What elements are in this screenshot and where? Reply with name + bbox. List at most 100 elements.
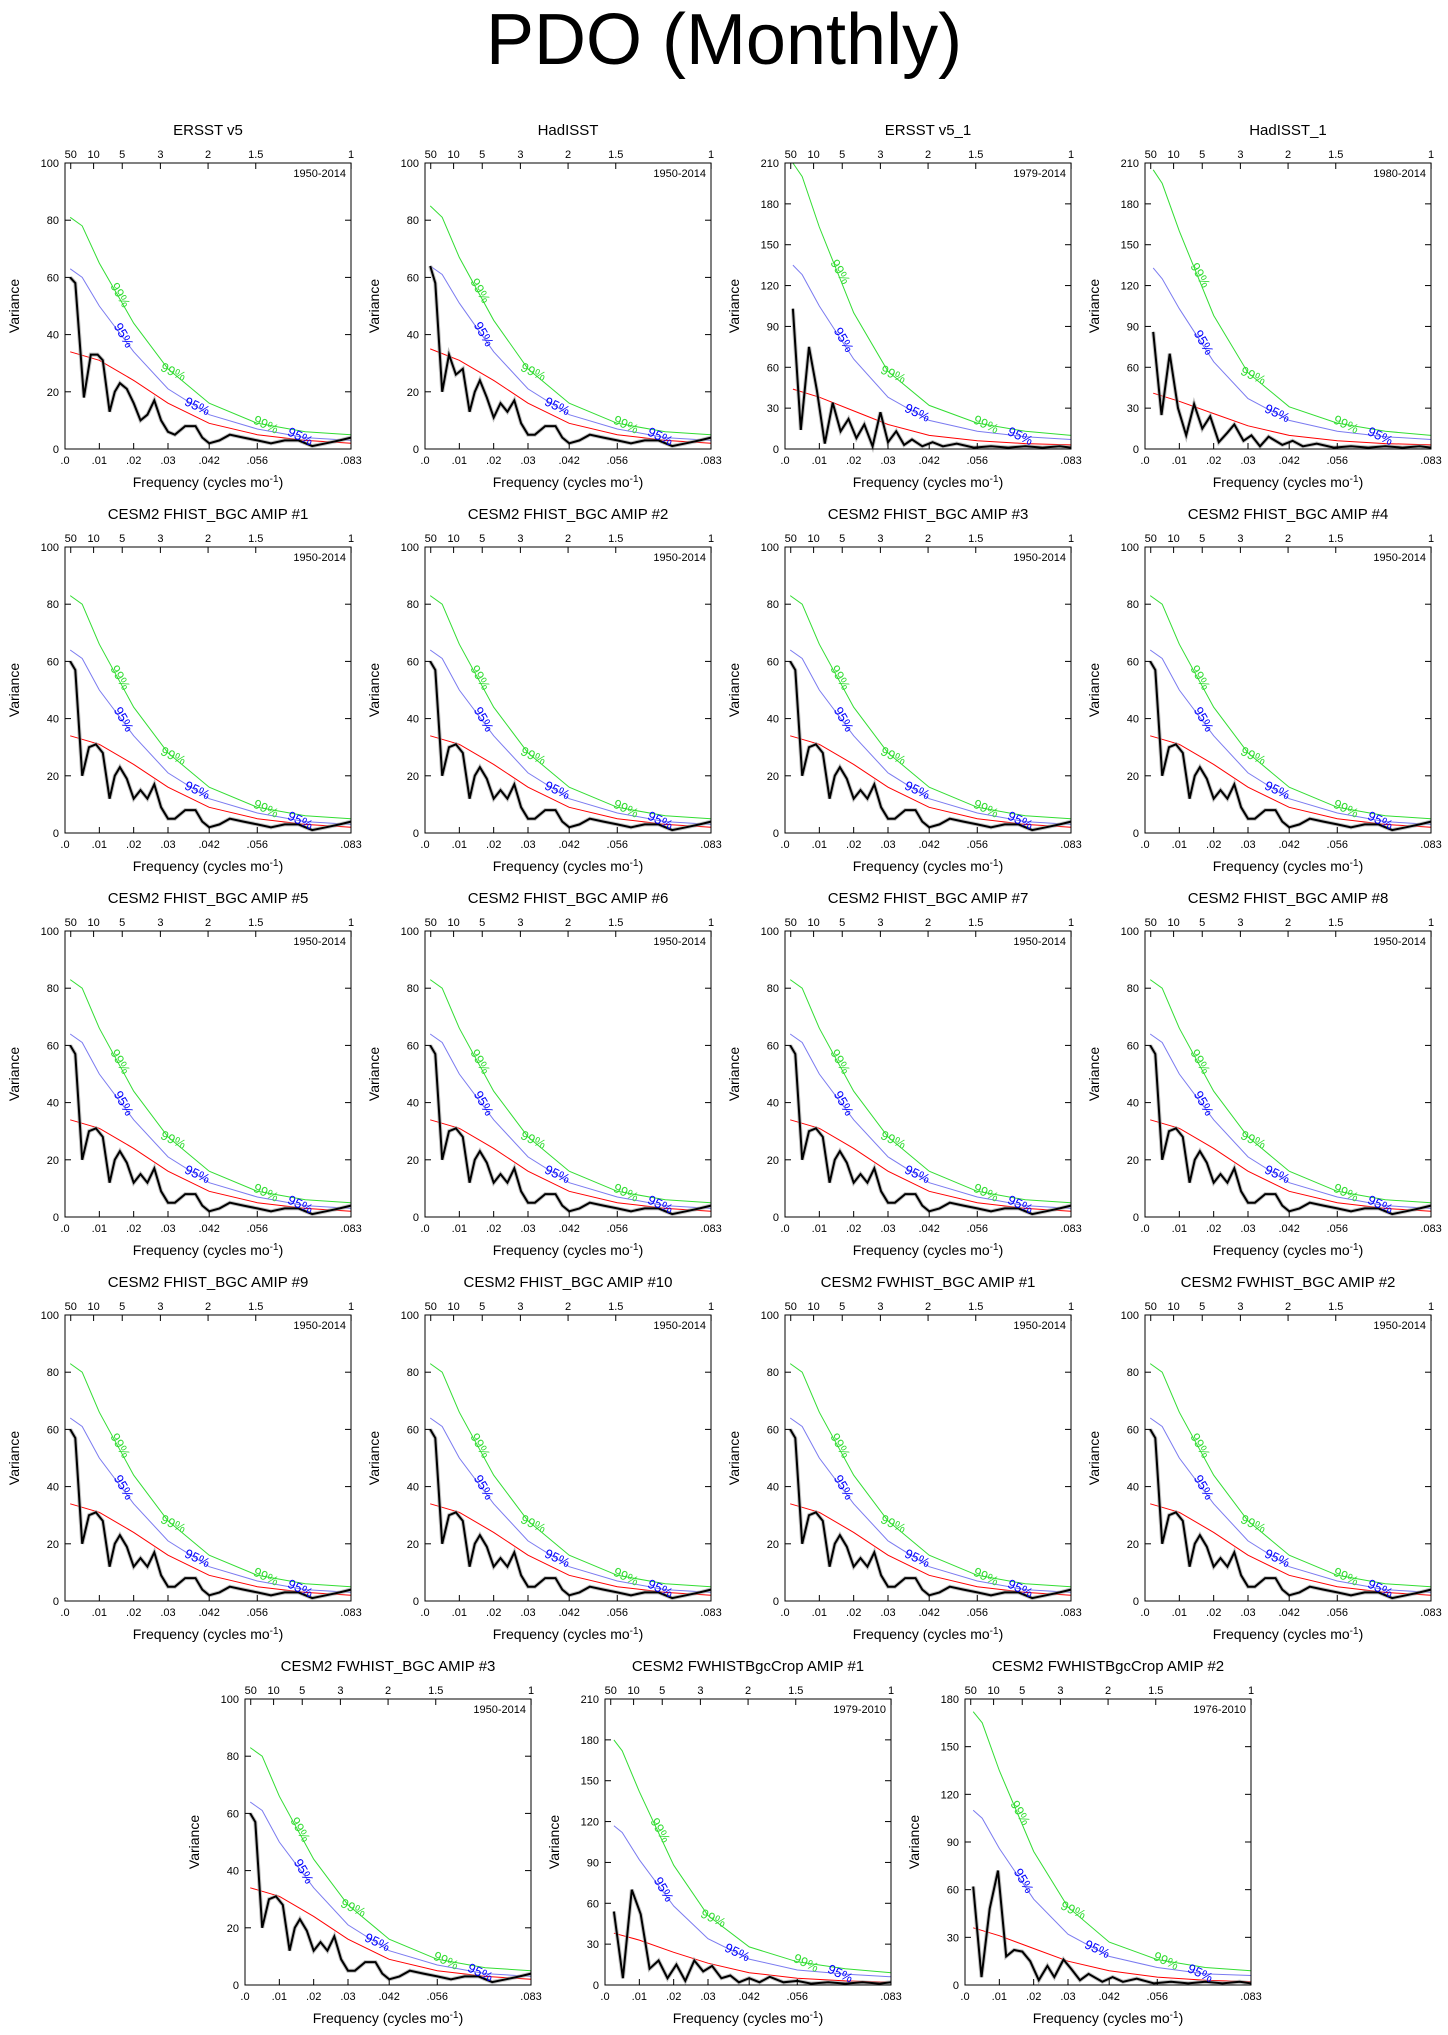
- ci95-line: [792, 264, 1072, 440]
- x-tick-label: .083: [700, 1223, 721, 1235]
- ci99-line: [789, 1363, 1072, 1588]
- ci95-line: [69, 1033, 352, 1209]
- ci99-label: 99%: [1238, 363, 1268, 388]
- period-tick-label: 10: [267, 1685, 279, 1697]
- period-tick-label: 50: [1145, 533, 1157, 545]
- y-tick-label: 0: [233, 1980, 239, 1992]
- y-tick-label: 40: [47, 714, 59, 726]
- spectrum-shading: [68, 1044, 352, 1217]
- period-tick-label: 10: [87, 1301, 99, 1313]
- period-tick-label: 2: [925, 149, 931, 161]
- panel-title: HadISST: [538, 122, 599, 139]
- y-axis-label: Variance: [726, 663, 742, 717]
- period-label: 1950-2014: [653, 552, 706, 564]
- y-tick-label: 80: [47, 1367, 59, 1379]
- ci99-label: 99%: [1151, 1948, 1181, 1973]
- ci99-label: 99%: [158, 359, 188, 384]
- period-tick-label: 50: [245, 1685, 257, 1697]
- x-tick-label: .02: [126, 839, 141, 851]
- panel-title: ERSST v5_1: [885, 122, 971, 139]
- period-tick-label: 1.5: [248, 533, 263, 545]
- ci99-line: [789, 979, 1072, 1204]
- x-tick-label: .03: [340, 1991, 355, 2003]
- ci99-label: 99%: [878, 1127, 908, 1152]
- spectrum-line: [429, 265, 712, 448]
- y-tick-label: 20: [47, 1155, 59, 1167]
- period-label: 1950-2014: [1373, 936, 1426, 948]
- ci95-line: [249, 1801, 532, 1977]
- period-tick-label: 1.5: [608, 1301, 623, 1313]
- ci95-label: 95%: [1191, 1472, 1217, 1502]
- ci99-label: 99%: [251, 1180, 281, 1205]
- period-tick-label: 1: [1428, 1301, 1434, 1313]
- y-axis-label: Variance: [366, 1047, 382, 1101]
- y-tick-label: 80: [407, 215, 419, 227]
- spectrum-shading: [428, 265, 712, 449]
- x-axis-label: Frequency (cycles mo-1): [493, 1242, 644, 1259]
- x-tick-label: .042: [1278, 1607, 1299, 1619]
- x-tick-label: .056: [1327, 1223, 1348, 1235]
- y-axis-label: Variance: [726, 1047, 742, 1101]
- y-tick-label: 40: [1127, 1098, 1139, 1110]
- period-label: 1976-2010: [1193, 1704, 1246, 1716]
- x-tick-label: .056: [607, 455, 628, 467]
- period-label: 1950-2014: [293, 936, 346, 948]
- period-tick-label: 50: [1145, 1301, 1157, 1313]
- y-tick-label: 30: [947, 1932, 959, 1944]
- period-tick-label: 1: [1248, 1685, 1254, 1697]
- y-tick-label: 60: [767, 656, 779, 668]
- x-tick-label: .03: [520, 455, 535, 467]
- ci99-label: 99%: [827, 257, 853, 287]
- spectrum-shading: [68, 276, 352, 449]
- ci95-label: 95%: [111, 704, 137, 734]
- y-tick-label: 150: [941, 1742, 959, 1754]
- period-tick-label: 2: [1285, 1301, 1291, 1313]
- period-tick-label: 3: [157, 1301, 163, 1313]
- ci99-label: 99%: [158, 1127, 188, 1152]
- y-tick-label: 150: [581, 1776, 599, 1788]
- spectrum-line: [69, 1044, 352, 1216]
- x-tick-label: .083: [700, 839, 721, 851]
- x-tick-label: .03: [1060, 1991, 1075, 2003]
- ci99-label: 99%: [611, 1564, 641, 1589]
- x-tick-label: .083: [340, 455, 361, 467]
- spectrum-line: [69, 1428, 352, 1600]
- x-tick-label: .03: [880, 839, 895, 851]
- spectrum-line: [972, 1870, 1252, 1985]
- x-tick-label: .03: [520, 839, 535, 851]
- x-tick-label: .0: [1140, 1607, 1149, 1619]
- period-tick-label: 3: [877, 149, 883, 161]
- y-tick-label: 180: [581, 1735, 599, 1747]
- spectrum-shading: [1148, 1428, 1432, 1601]
- y-axis-label: Variance: [6, 1431, 22, 1485]
- spectrum-line: [69, 660, 352, 832]
- x-tick-label: .042: [198, 455, 219, 467]
- panel-title: CESM2 FHIST_BGC AMIP #7: [828, 890, 1029, 907]
- period-tick-label: 5: [1019, 1685, 1025, 1697]
- x-tick-label: .01: [992, 1991, 1007, 2003]
- ci99-label: 99%: [971, 412, 1001, 437]
- y-tick-label: 80: [1127, 599, 1139, 611]
- period-tick-label: 10: [987, 1685, 999, 1697]
- x-axis-label: Frequency (cycles mo-1): [133, 1626, 284, 1643]
- y-axis-label: Variance: [1086, 663, 1102, 717]
- panel-7: CESM2 FHIST_BGC AMIP #399%99%99%95%95%95…: [726, 506, 1082, 874]
- x-tick-label: .03: [160, 839, 175, 851]
- period-label: 1950-2014: [1373, 552, 1426, 564]
- red-noise-line: [1153, 392, 1432, 446]
- x-tick-label: .083: [340, 1607, 361, 1619]
- y-tick-label: 80: [227, 1751, 239, 1763]
- panel-title: CESM2 FHIST_BGC AMIP #2: [468, 506, 669, 523]
- ci95-label: 95%: [1262, 1162, 1292, 1187]
- ci95-label: 95%: [902, 778, 932, 803]
- spectrum-shading: [248, 1812, 532, 1985]
- period-tick-label: 5: [119, 533, 125, 545]
- x-axis-label: Frequency (cycles mo-1): [133, 1242, 284, 1259]
- plot-frame: [964, 1698, 1252, 1986]
- x-tick-label: .056: [967, 455, 988, 467]
- period-tick-label: 5: [1199, 917, 1205, 929]
- ci95-label: 95%: [831, 325, 857, 355]
- panel-title: CESM2 FHIST_BGC AMIP #4: [1188, 506, 1389, 523]
- period-tick-label: 2: [205, 149, 211, 161]
- ci95-label: 95%: [362, 1930, 392, 1955]
